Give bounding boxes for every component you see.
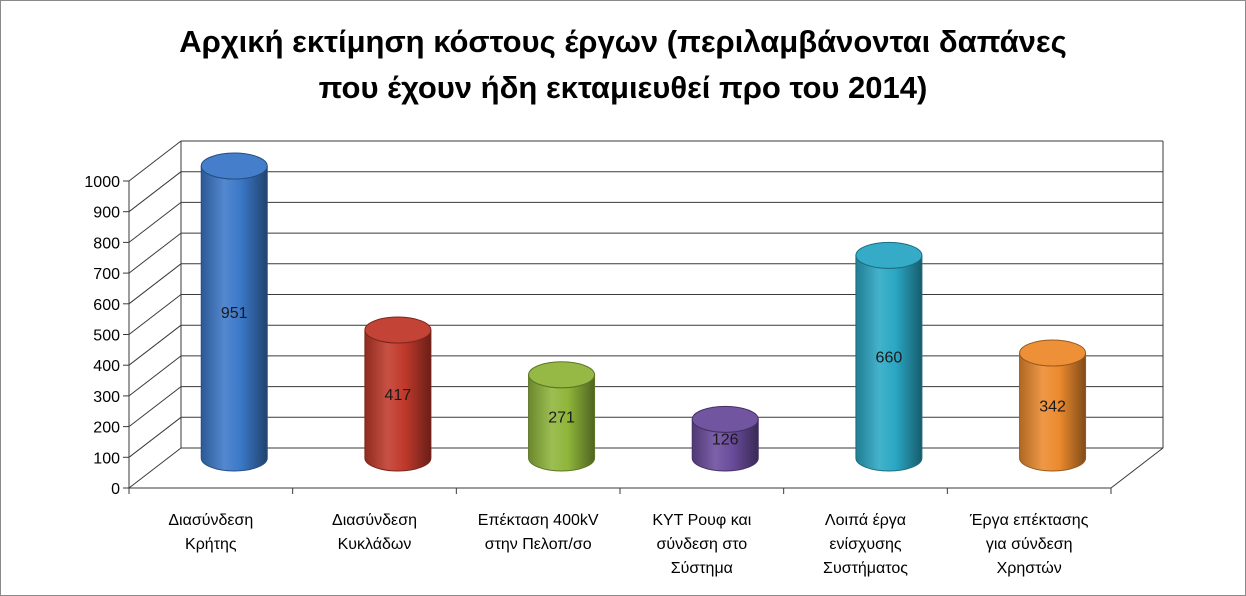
side-wall-line [128,416,182,458]
y-tick-label: 1000 [84,174,120,191]
chart-title-line-2: που έχουν ήδη εκταμιευθεί προ του 2014) [318,70,928,105]
data-label: 660 [876,350,903,367]
y-tick-label: 300 [93,389,120,406]
category-label: στην Πελοπ/σο [485,536,592,553]
category-label: για σύνδεση [986,536,1073,553]
chart-title-line-1: Αρχική εκτίμηση κόστους έργων (περιλαμβά… [179,24,1067,59]
category-label: Λοιπά έργα [825,512,906,529]
category-label: σύνδεση στο [656,536,747,553]
category-label: Κυκλάδων [338,536,412,553]
y-tick-label: 200 [93,420,120,437]
bar-cylinder-top [200,152,268,180]
chart-title: Αρχική εκτίμηση κόστους έργων (περιλαμβά… [1,19,1245,111]
category-label: Διασύνδεση [168,512,253,529]
category-label: Χρηστών [997,560,1062,577]
side-wall-line [128,324,182,366]
category-label: Επέκταση 400kV [478,512,599,529]
bar-cylinder-top [855,241,923,269]
side-wall-line [128,386,182,427]
category-label: Σύστημα [671,560,733,577]
side-wall-line [128,263,182,305]
side-wall-line [128,171,182,213]
data-label: 271 [548,409,575,426]
data-label: 342 [1039,399,1066,416]
category-label: Έργα επέκτασης [969,512,1089,529]
y-tick-label: 600 [93,297,120,314]
data-label: 126 [712,432,739,449]
side-wall-line [128,355,182,397]
y-tick-label: 0 [111,481,120,498]
floor-edge [1110,447,1164,489]
category-label: Συστήματος [823,560,908,577]
y-tick-label: 900 [93,205,120,222]
y-tick-label: 500 [93,328,120,345]
category-label: Κρήτης [185,536,237,553]
side-wall-line [128,294,182,335]
bar-cylinder-top [691,405,759,433]
category-label: Διασύνδεση [332,512,417,529]
side-wall-line [128,140,182,182]
data-label: 951 [221,305,248,322]
category-label: ενίσχυσης [829,536,901,553]
data-label: 417 [385,387,412,404]
bar-cylinder-top [1019,339,1087,367]
side-wall-line [128,447,182,489]
y-tick-label: 800 [93,235,120,252]
y-tick-label: 400 [93,358,120,375]
bar-cylinder-top [528,361,596,389]
y-tick-label: 100 [93,450,120,467]
category-label: ΚΥΤ Ρουφ και [652,512,751,529]
side-wall-line [128,232,182,274]
side-wall-line [128,202,182,243]
y-tick-label: 700 [93,266,120,283]
bar-cylinder-top [364,316,432,344]
